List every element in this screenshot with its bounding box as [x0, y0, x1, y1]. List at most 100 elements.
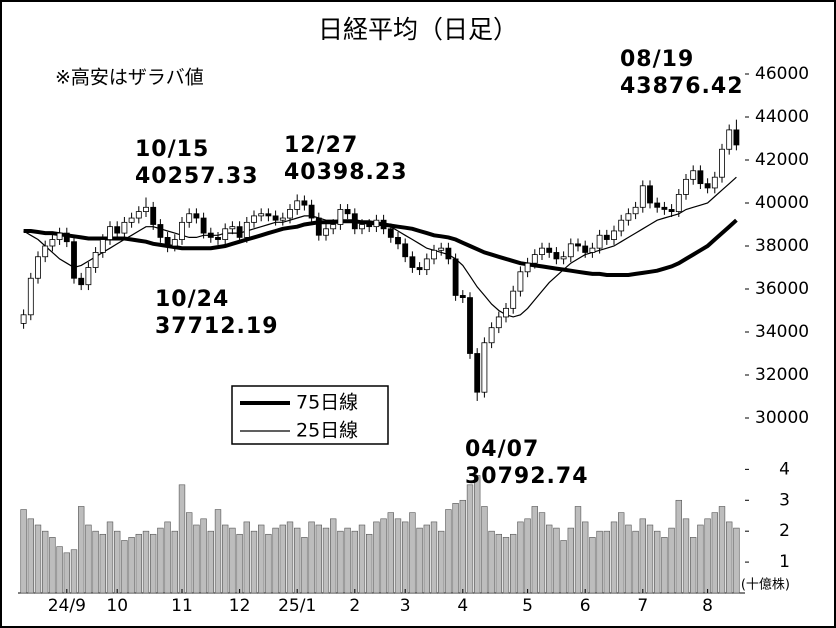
volume-bar [596, 530, 603, 594]
y-tick-label: 38000 [755, 236, 809, 256]
candle-body [697, 170, 704, 185]
volume-bar [366, 533, 373, 594]
candle-body [157, 224, 164, 238]
candle-body [344, 209, 351, 215]
candle-body [27, 277, 34, 316]
volume-bar [99, 533, 106, 594]
candle-body [200, 217, 207, 234]
volume-bar [344, 527, 351, 594]
x-tick-label: 12 [229, 596, 251, 616]
volume-bar [114, 530, 121, 594]
candle-body [315, 217, 322, 236]
candle-body [596, 234, 603, 249]
x-tick-label: 11 [171, 596, 193, 616]
candle-body [135, 211, 142, 219]
candle-body [639, 185, 646, 208]
volume-bar [474, 475, 481, 594]
candle-body [207, 232, 214, 238]
annotation-date: 10/24 [155, 287, 229, 312]
candle-body [78, 277, 85, 286]
volume-bar [265, 533, 272, 594]
volume-bar [222, 524, 229, 594]
candle-body [337, 209, 344, 225]
chart-title: 日経平均（日足） [318, 15, 518, 44]
x-tick-label: 24/9 [48, 596, 86, 616]
annotation-value: 43876.42 [620, 74, 744, 99]
volume-bar [171, 530, 178, 594]
volume-bar [301, 537, 308, 594]
volume-bar [704, 518, 711, 594]
candle-body [510, 290, 517, 309]
volume-bar [682, 518, 690, 594]
candle-body [416, 267, 423, 271]
volume-bar [258, 524, 265, 594]
volume-bar [517, 521, 524, 594]
candle-body [539, 247, 545, 255]
candle-body [560, 256, 567, 260]
volume-bar [337, 530, 344, 594]
x-tick-label: 4 [457, 596, 468, 616]
y-tick-label: 34000 [755, 322, 809, 342]
volume-bar [294, 527, 301, 594]
volume-bar [236, 533, 243, 594]
candle-body [49, 239, 56, 247]
candle-body [258, 213, 265, 217]
volume-bar [49, 537, 56, 594]
candle-body [236, 226, 243, 238]
volume-bar [567, 527, 574, 594]
candle-body [308, 204, 315, 219]
x-tick-label: 25/1 [278, 596, 316, 616]
volume-bar [42, 530, 49, 594]
candle-body [294, 200, 301, 210]
annotation-value: 30792.74 [465, 464, 589, 489]
candle-body [251, 215, 257, 223]
volume-bar [711, 512, 718, 594]
candle-body [438, 247, 445, 251]
y-tick-label: 42000 [755, 150, 809, 170]
volume-bar [351, 530, 358, 594]
volume-bar [200, 518, 207, 594]
candle-body [711, 176, 718, 189]
candle-body [243, 221, 250, 238]
volume-bar [380, 518, 387, 594]
candle-body [488, 327, 495, 344]
volume-bar [438, 530, 445, 594]
volume-bar [128, 537, 135, 594]
volume-bar [207, 530, 214, 594]
volume-bar [63, 552, 70, 594]
candle-body [524, 262, 531, 273]
volume-tick-label: 3 [779, 490, 790, 510]
volume-bar [610, 521, 618, 594]
candle-body [546, 247, 553, 253]
volume-bar [27, 518, 34, 594]
x-tick-label: 8 [702, 596, 713, 616]
x-tick-label: 5 [522, 596, 533, 616]
moving-average-line [23, 176, 737, 318]
note: ※高安はザラバ値 [55, 67, 204, 89]
x-tick-label: 10 [106, 596, 128, 616]
y-tick-label: 32000 [755, 365, 809, 385]
candle-body [445, 247, 452, 260]
annotation-date: 10/15 [135, 137, 209, 162]
volume-bar [279, 524, 286, 594]
candle-body [481, 342, 488, 393]
volume-bar [193, 524, 200, 594]
y-tick-label: 46000 [755, 64, 809, 84]
volume-bar [553, 527, 560, 594]
candle-body [171, 239, 178, 247]
x-tick-label: 6 [580, 596, 591, 616]
volume-tick-label: 2 [779, 521, 790, 541]
volume-bar [272, 527, 279, 594]
candle-body [279, 217, 286, 221]
volume-bar [358, 524, 366, 594]
candle-body [387, 228, 394, 238]
volume-bar [121, 540, 128, 594]
volume-bar [618, 512, 625, 594]
candle-body [495, 316, 502, 329]
candle-body [589, 247, 596, 253]
volume-bar [726, 521, 733, 594]
candle-body [323, 228, 329, 236]
candle-body [553, 252, 560, 260]
